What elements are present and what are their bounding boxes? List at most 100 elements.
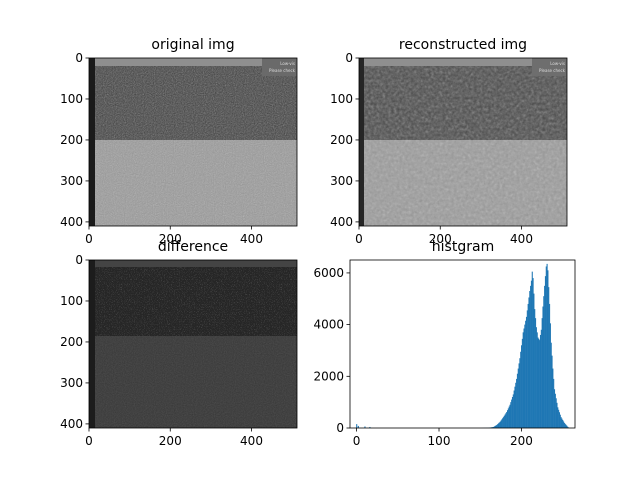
histogram-bar (558, 409, 560, 428)
histogram-bar (533, 293, 535, 428)
histogram-bar (515, 382, 517, 428)
histogram-bar (516, 373, 518, 428)
y-tick-label: 300 (60, 174, 83, 188)
histogram-bar (527, 303, 529, 428)
histogram-bar (535, 327, 537, 428)
panel-title: difference (158, 239, 228, 255)
histogram-bar (528, 297, 530, 428)
histogram-bar (562, 419, 564, 428)
histogram-bar (544, 285, 546, 428)
histogram-bar (525, 316, 528, 428)
histogram-bar (541, 318, 543, 428)
histogram-bar (507, 408, 509, 428)
x-tick-label: 400 (240, 434, 263, 448)
histogram-bar (512, 394, 514, 428)
histogram-bar (554, 393, 556, 428)
histogram-bar (549, 323, 551, 428)
histogram-bar (538, 338, 540, 428)
histogram-bar (502, 418, 504, 428)
histogram-bar (549, 303, 551, 428)
histogram-bar (537, 337, 539, 428)
y-tick-label: 6000 (313, 266, 344, 280)
x-tick-label: 200 (159, 434, 182, 448)
x-tick-label: 0 (85, 434, 93, 448)
y-tick-label: 2000 (313, 369, 344, 383)
axes-frame (88, 259, 298, 429)
original-image: Low-vis Please check (89, 58, 297, 226)
histogram-bar (497, 424, 499, 428)
histogram-bar (525, 320, 527, 428)
histogram-bar (539, 340, 541, 428)
histogram-bar (511, 399, 513, 428)
histogram-bar (501, 419, 503, 428)
y-tick-label: 100 (60, 294, 83, 308)
histogram-bar (492, 427, 494, 428)
histogram-bar (531, 271, 533, 428)
panel-difference: difference 0 200 400 0 100 200 300 400 (60, 239, 298, 448)
y-tick-label: 100 (60, 92, 83, 106)
panel-reconstructed: Low-vis Please check reconstructed img 0… (330, 37, 568, 246)
histogram-bar (526, 310, 528, 428)
y-tick-label: 200 (60, 133, 83, 147)
histogram-bar (357, 425, 359, 428)
overlay-text-1: Low-vis (280, 61, 295, 66)
axes-frame (88, 57, 298, 227)
histogram-bars (356, 263, 570, 428)
histogram-bar (552, 368, 554, 428)
y-tick-label: 0 (336, 421, 344, 435)
y-tick-label: 4000 (313, 318, 344, 332)
y-tick-label: 0 (75, 253, 83, 267)
histogram-bar (558, 412, 561, 428)
histogram-bar (550, 342, 552, 428)
histogram-bar (561, 418, 563, 428)
histogram-bar (520, 351, 522, 428)
histogram-bar (495, 425, 497, 428)
x-tick-label: 400 (510, 232, 533, 246)
histogram-bar (369, 426, 371, 428)
x-tick-label: 100 (428, 434, 451, 448)
panel-original: Low-vis Please check original img 0 200 40… (60, 37, 298, 246)
histogram-bar (496, 424, 498, 428)
x-tick-label: 200 (429, 232, 452, 246)
histogram-bar (540, 329, 542, 428)
histogram-bar (532, 278, 534, 428)
histogram-bar (509, 404, 511, 428)
histogram-bar (557, 407, 559, 428)
histogram-bar (536, 332, 538, 428)
panel-title: original img (151, 37, 234, 53)
histogram-bar (555, 398, 557, 428)
histogram-bar (566, 425, 568, 428)
histogram-bar (521, 345, 523, 428)
x-tick-label: 200 (159, 232, 182, 246)
histogram-bar (494, 425, 496, 428)
histogram-bar (500, 420, 502, 428)
panel-histogram: histgram 0 100 200 0 2000 4000 6000 (313, 239, 576, 448)
histogram-bar (546, 263, 548, 428)
y-tick-label: 0 (345, 51, 353, 65)
histogram-bar (529, 291, 531, 428)
histogram-bar (534, 309, 536, 428)
histogram-bar (511, 396, 514, 428)
histogram-bar (542, 306, 544, 428)
histogram-bar (506, 411, 508, 428)
histogram-bar (548, 287, 550, 428)
panel-title: histgram (432, 239, 494, 255)
histogram-bar (497, 423, 500, 428)
y-tick-label: 100 (330, 92, 353, 106)
histogram-bar (565, 424, 567, 428)
difference-image (89, 260, 297, 428)
histogram-bar (505, 413, 507, 428)
x-tick-label: 400 (240, 232, 263, 246)
y-tick-label: 400 (60, 417, 83, 431)
y-tick-label: 400 (60, 215, 83, 229)
histogram-bar (516, 378, 518, 428)
histogram-bar (504, 414, 506, 428)
panel-title: reconstructed img (399, 37, 527, 53)
x-tick-label: 200 (510, 434, 533, 448)
histogram-bar (513, 390, 515, 428)
histogram-bar (508, 406, 510, 428)
reconstructed-image: Low-vis Please check (359, 58, 567, 226)
x-tick-label: 0 (85, 232, 93, 246)
axes-frame (349, 259, 576, 429)
